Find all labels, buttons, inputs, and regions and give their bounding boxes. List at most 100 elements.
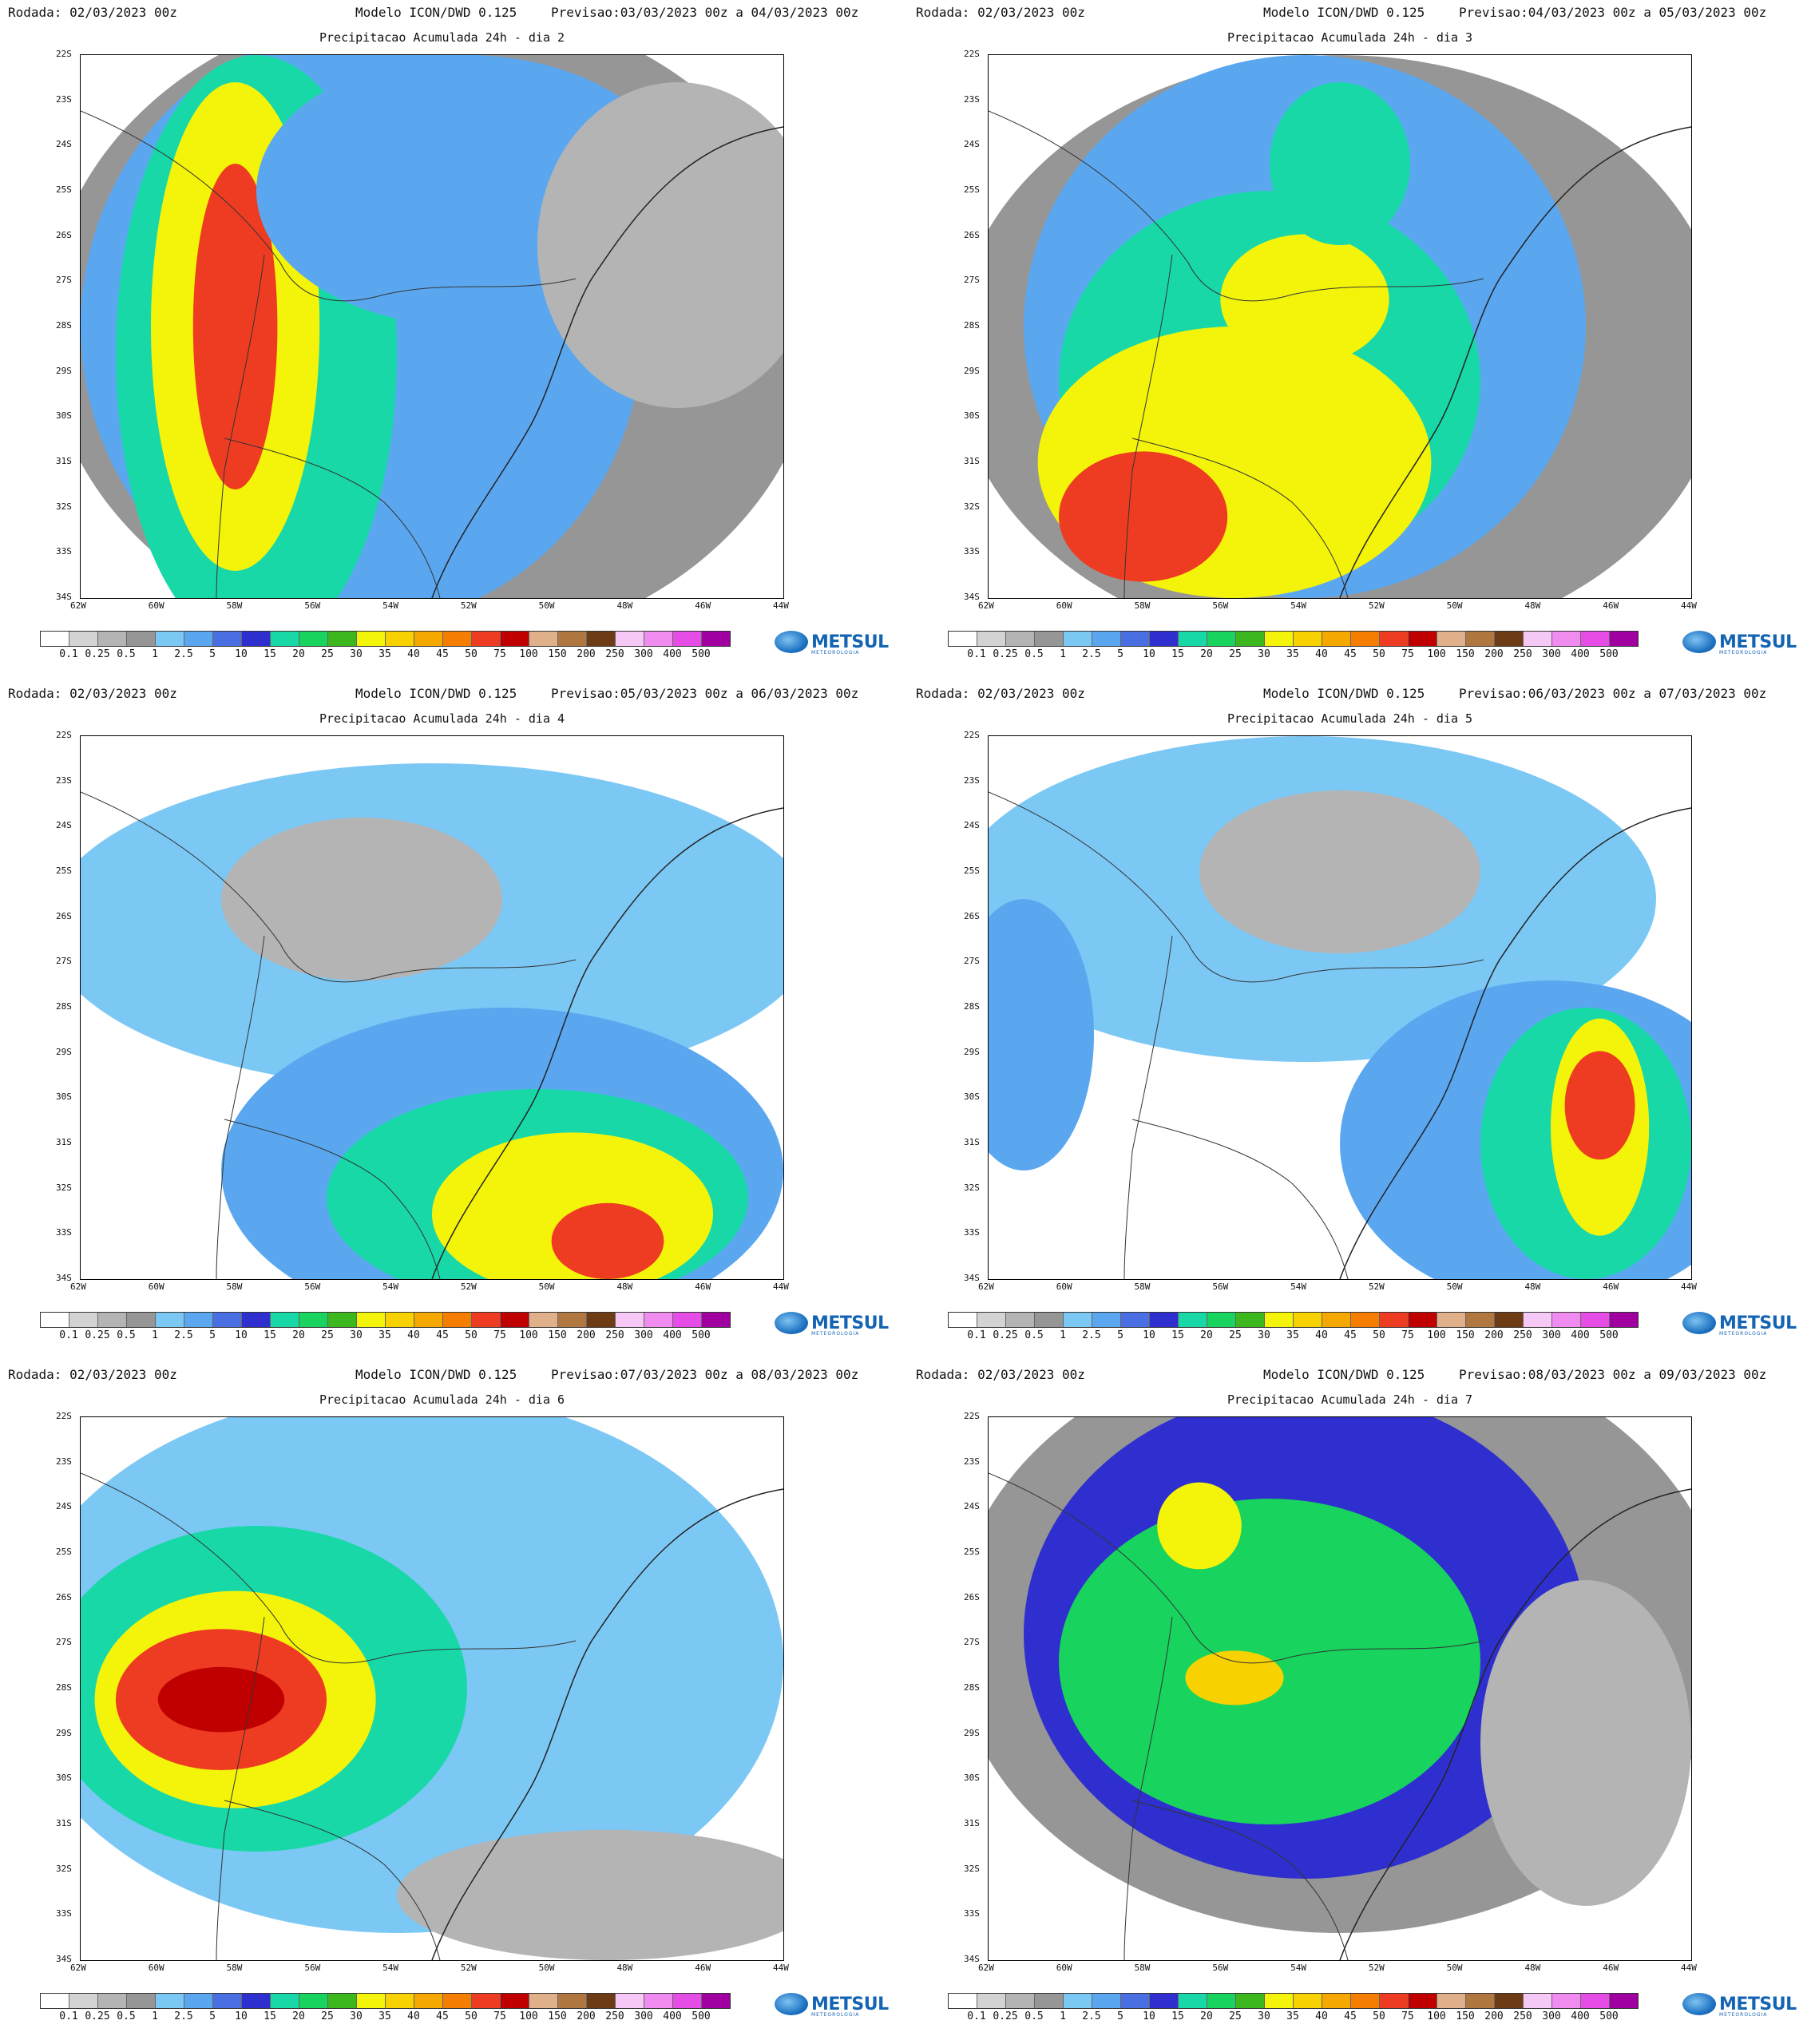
colorbar-label: 300 [1542,648,1561,660]
border-line [989,1472,1484,1664]
colorbar-label: 100 [519,1329,538,1341]
lon-tick-label: 58W [226,600,243,611]
colorbar-label: 15 [264,2010,276,2022]
colorbar-segment [472,1313,501,1327]
colorbar-segment [1610,632,1638,646]
colorbar-segment [357,632,386,646]
colorbar-segment [443,1313,472,1327]
colorbar-label: 75 [1401,648,1414,660]
colorbar-label: 1 [152,2010,158,2022]
colorbar-label: 150 [548,1329,567,1341]
model-label: Modelo ICON/DWD 0.125 [1263,686,1425,701]
colorbar-label: 0.25 [993,648,1018,660]
colorbar-segment [1207,632,1236,646]
lon-tick-label: 62W [978,1281,994,1292]
colorbar-label: 10 [235,648,248,660]
coastline [431,1488,783,1960]
colorbar-segment [69,632,98,646]
colorbar-segment [1409,1994,1437,2008]
forecast-label: Previsao:06/03/2023 00z a 07/03/2023 00z [1459,686,1767,701]
lat-tick-label: 25S [56,1547,72,1557]
lat-tick-label: 34S [964,1954,980,1964]
colorbar-label: 0.1 [967,648,986,660]
colorbar-label: 30 [1258,1329,1270,1341]
colorbar-segment [644,1313,673,1327]
lon-tick-label: 52W [460,1281,477,1292]
lon-tick-label: 48W [1524,1281,1541,1292]
precip-field [81,55,783,598]
lat-tick-label: 33S [964,546,980,557]
colorbar-segment [1121,1994,1150,2008]
colorbar-label: 500 [1599,1329,1619,1341]
colorbar-label: 35 [1286,1329,1299,1341]
logo-subtext: METEOROLOGIA [1719,2012,1768,2018]
metsul-logo: METSUL METEOROLOGIA [1682,1993,1797,2018]
lon-tick-label: 58W [1134,1281,1151,1292]
colorbar-label: 200 [577,2010,596,2022]
colorbar-segment [1150,1994,1179,2008]
colorbar-label: 20 [1200,2010,1213,2022]
colorbar-label: 1 [1060,2010,1066,2022]
lon-tick-label: 56W [1212,1963,1229,1973]
lat-tick-label: 23S [56,1456,72,1467]
colorbar-segment [1466,1994,1495,2008]
colorbar-label: 2.5 [174,648,193,660]
colorbar-segment [1466,632,1495,646]
precip-field [989,1417,1691,1960]
precip-field [989,55,1691,598]
colorbar-segment [127,1994,156,2008]
lat-tick-label: 33S [964,1227,980,1238]
colorbar-label: 0.1 [59,648,78,660]
lat-tick-label: 27S [56,1637,72,1648]
lon-tick-label: 62W [70,1281,86,1292]
colorbar-segment [977,1994,1006,2008]
lon-tick-label: 62W [978,600,994,611]
lat-tick-label: 34S [56,1954,72,1964]
border-line [1131,438,1349,598]
colorbar-label: 400 [663,2010,682,2022]
colorbar-segment [414,1994,443,2008]
colorbar-segment [1006,1994,1035,2008]
lat-tick-label: 28S [56,320,72,331]
colorbar-label: 5 [1117,2010,1123,2022]
colorbar-segment [1380,632,1409,646]
colorbar-label: 45 [1344,2010,1357,2022]
colorbar-label: 20 [292,1329,305,1341]
colorbar-label: 50 [465,648,478,660]
colorbar-label: 200 [577,648,596,660]
forecast-label: Previsao:03/03/2023 00z a 04/03/2023 00z [551,5,859,20]
lat-tick-label: 31S [964,1137,980,1147]
colorbar-segment [156,632,184,646]
colorbar-label: 5 [209,648,216,660]
colorbar-segment [299,1313,328,1327]
colorbar-label: 35 [1286,648,1299,660]
colorbar-segment [1610,1994,1638,2008]
colorbar-label: 2.5 [1082,2010,1101,2022]
colorbar-segment [702,1313,730,1327]
model-label: Modelo ICON/DWD 0.125 [1263,1367,1425,1382]
lat-tick-label: 32S [964,501,980,512]
colorbar-segment [1236,1994,1265,2008]
colorbar-segment [1552,1313,1581,1327]
precip-map [80,735,784,1280]
colorbar-label: 2.5 [174,1329,193,1341]
metsul-logo: METSUL METEOROLOGIA [1682,1312,1797,1337]
colorbar-label: 75 [1401,2010,1414,2022]
colorbar-segment [98,1313,127,1327]
lat-tick-label: 30S [964,410,980,422]
colorbar-label: 1 [152,648,158,660]
colorbar-label: 45 [436,1329,449,1341]
precip-area [537,82,783,408]
model-label: Modelo ICON/DWD 0.125 [1263,5,1425,20]
precip-area [1480,1580,1691,1906]
colorbar-label: 0.25 [993,1329,1018,1341]
lon-tick-label: 60W [1056,1281,1072,1292]
colorbar-segment [1495,1994,1524,2008]
lon-tick-label: 52W [460,600,477,611]
colorbar-segment [1294,632,1322,646]
colorbar-segment [1150,1313,1179,1327]
colorbar-label: 0.5 [117,2010,136,2022]
colorbar-label: 150 [548,2010,567,2022]
colorbar-label: 100 [519,2010,538,2022]
lon-tick-label: 46W [695,600,711,611]
